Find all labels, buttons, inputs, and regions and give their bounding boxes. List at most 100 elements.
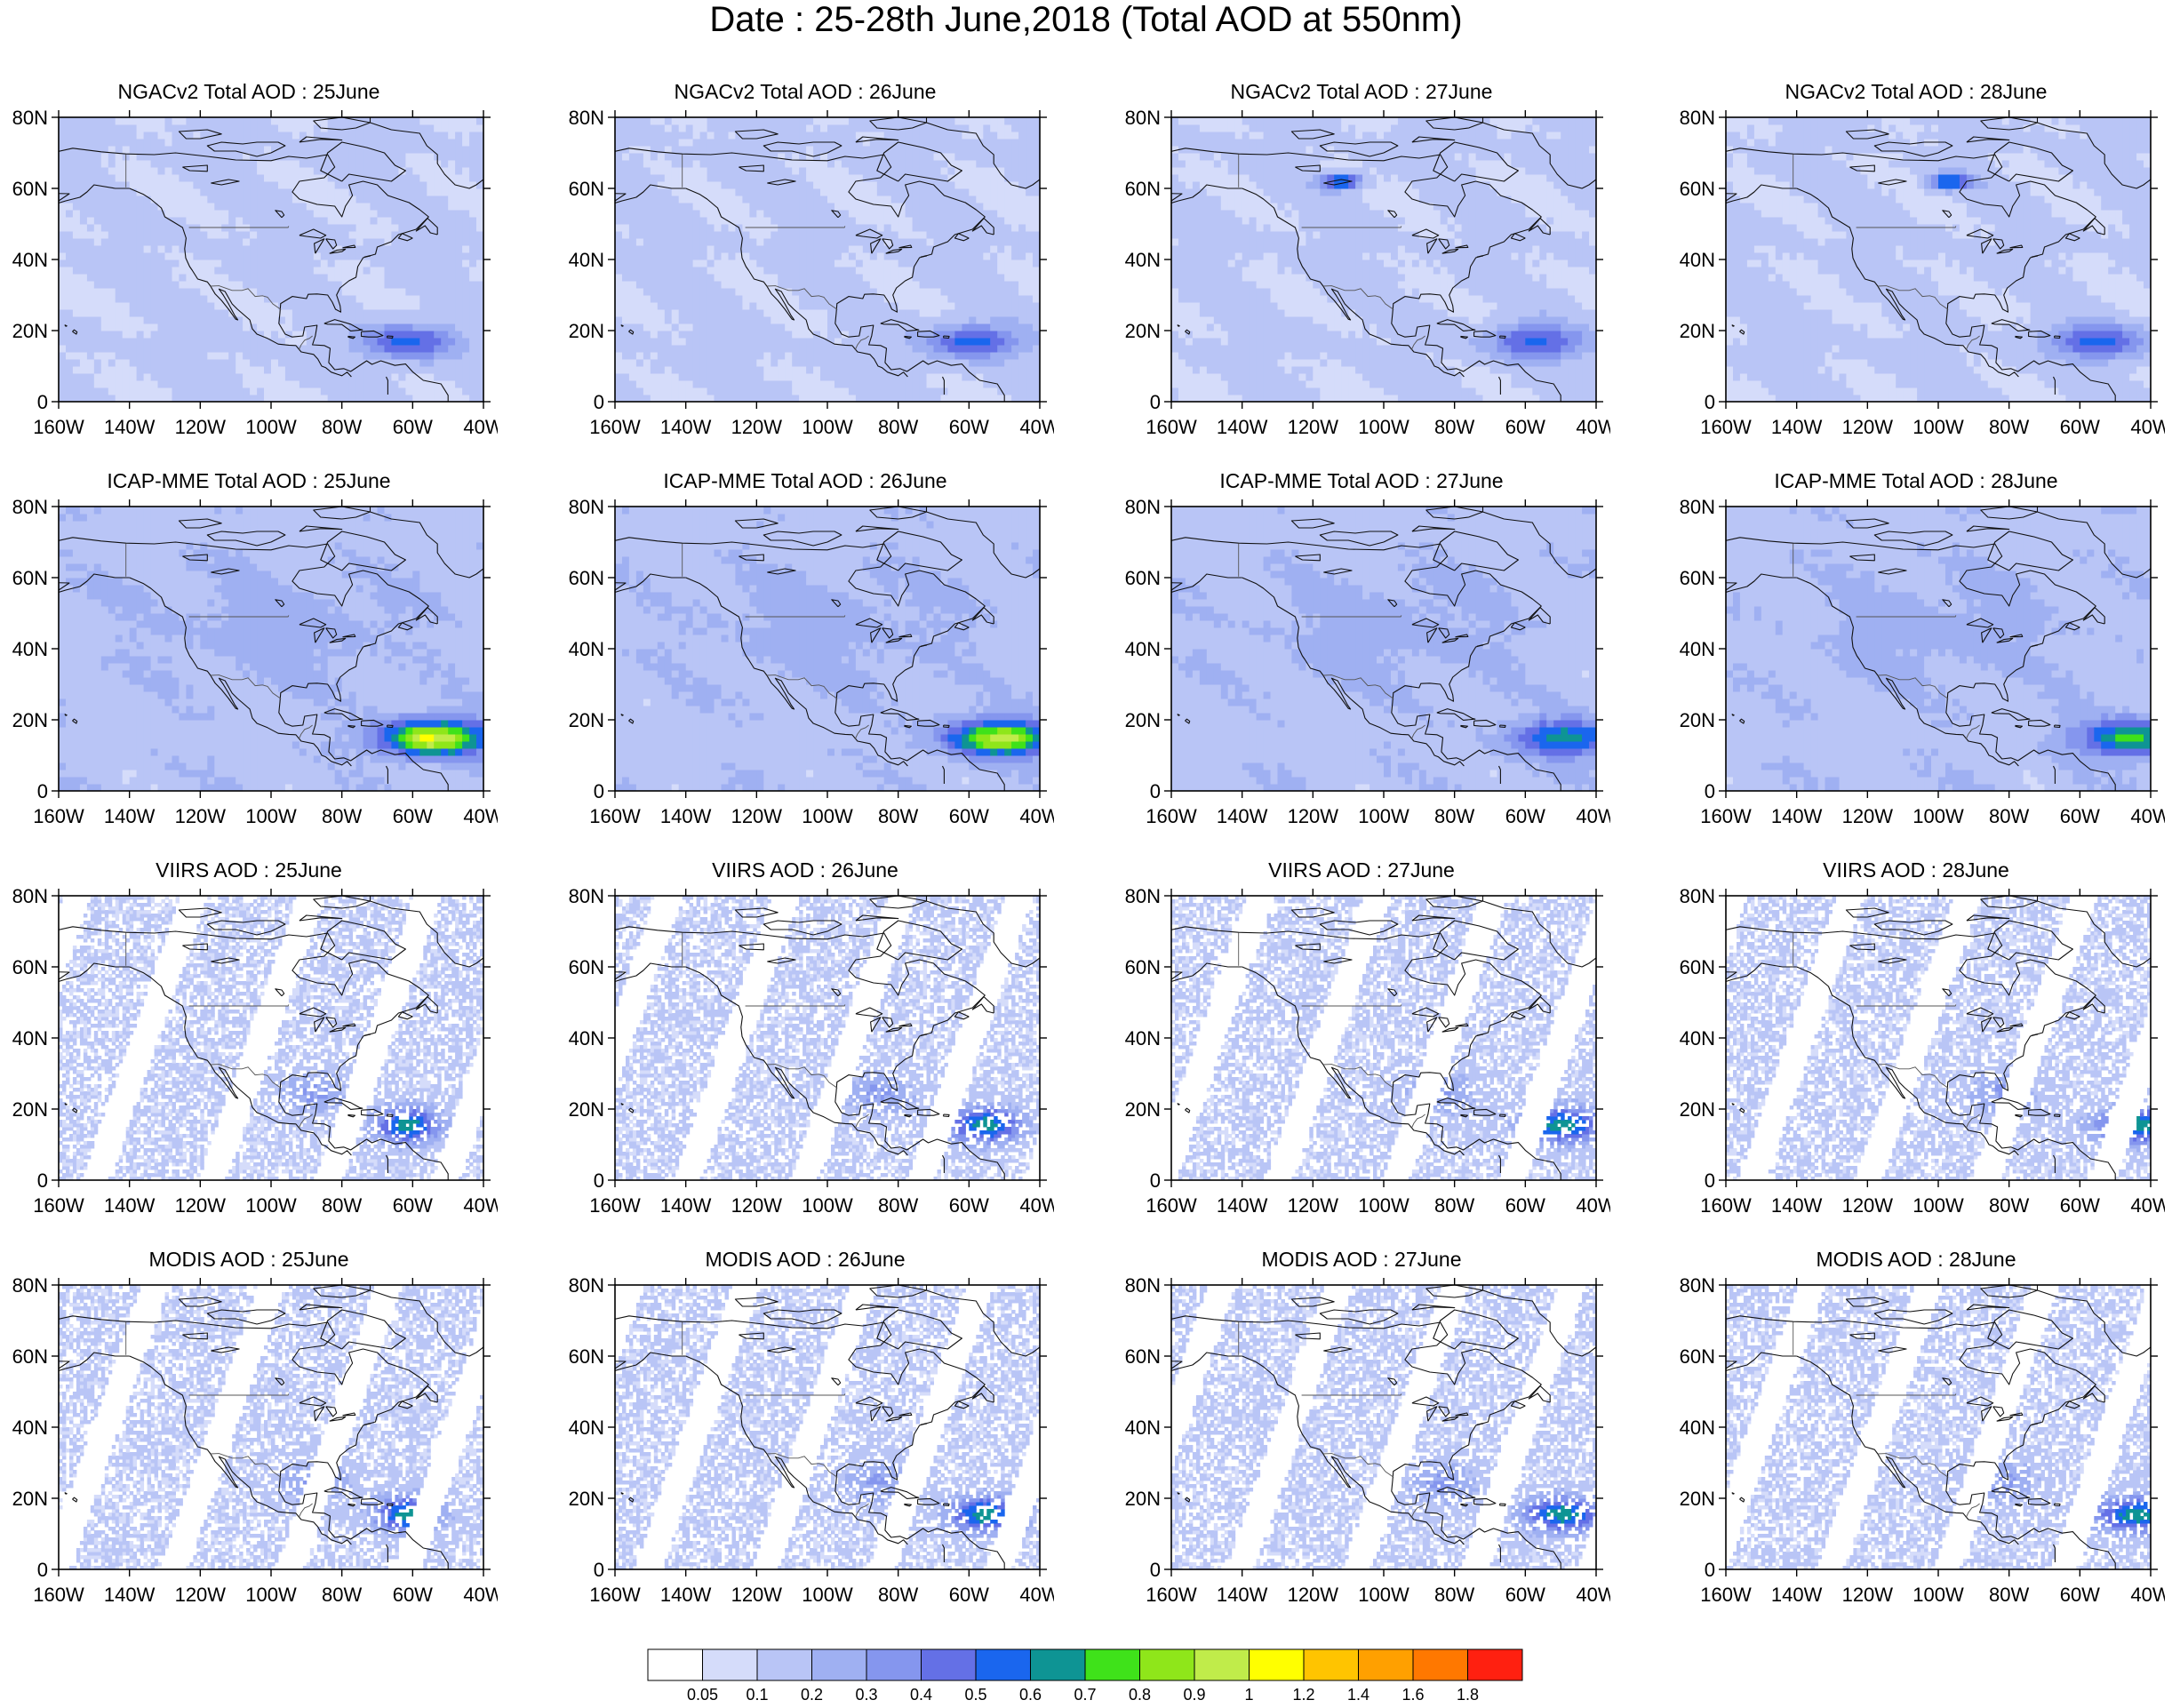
aod-cell xyxy=(742,316,749,324)
aod-cell xyxy=(462,196,469,204)
aod-cell xyxy=(321,217,328,225)
aod-cell xyxy=(462,338,469,346)
aod-cell xyxy=(419,316,427,324)
aod-cell xyxy=(307,267,314,275)
aod-cell xyxy=(221,132,228,140)
aod-cell xyxy=(898,217,906,225)
aod-cell xyxy=(137,181,144,189)
aod-cell xyxy=(278,366,285,374)
aod-cell xyxy=(172,387,180,395)
lon-label: 40W xyxy=(463,416,498,438)
aod-cell xyxy=(799,338,806,346)
aod-cell xyxy=(328,174,335,182)
aod-cell xyxy=(877,338,884,346)
aod-cell xyxy=(391,245,398,253)
aod-cell xyxy=(80,323,87,331)
aod-cell xyxy=(707,387,715,395)
aod-cell xyxy=(756,331,763,339)
aod-cell xyxy=(179,139,186,147)
aod-cell xyxy=(193,174,200,182)
aod-cell xyxy=(398,338,405,346)
aod-cell xyxy=(615,117,622,125)
aod-cell xyxy=(448,238,455,246)
aod-cell xyxy=(742,309,749,317)
aod-cell xyxy=(849,338,856,346)
aod-cell xyxy=(947,217,954,225)
aod-cell xyxy=(962,259,969,267)
aod-cell xyxy=(385,373,392,381)
aod-cell xyxy=(1011,309,1018,317)
aod-cell xyxy=(94,302,101,310)
aod-cell xyxy=(469,288,476,296)
aod-cell xyxy=(643,252,651,260)
aod-cell xyxy=(448,231,455,239)
aod-cell xyxy=(250,196,257,204)
aod-cell xyxy=(385,224,392,232)
aod-cell xyxy=(391,380,398,388)
aod-cell xyxy=(643,174,651,182)
aod-cell xyxy=(285,167,292,175)
aod-cell xyxy=(59,380,66,388)
aod-cell xyxy=(715,373,722,381)
aod-cell xyxy=(378,274,385,282)
aod-cell xyxy=(469,352,476,360)
aod-cell xyxy=(73,359,80,367)
aod-cell xyxy=(722,231,729,239)
aod-cell xyxy=(116,132,123,140)
aod-cell xyxy=(172,124,180,132)
aod-cell xyxy=(137,352,144,360)
aod-cell xyxy=(214,338,221,346)
aod-cell xyxy=(756,373,763,381)
aod-cell xyxy=(827,174,834,182)
aod-cell xyxy=(158,259,165,267)
aod-cell xyxy=(1033,316,1040,324)
aod-cell xyxy=(137,167,144,175)
aod-cell xyxy=(976,338,983,346)
aod-cell xyxy=(976,281,983,289)
aod-cell xyxy=(228,238,236,246)
aod-cell xyxy=(969,267,976,275)
aod-cell xyxy=(891,252,898,260)
aod-cell xyxy=(906,259,913,267)
aod-cell xyxy=(1018,139,1026,147)
aod-cell xyxy=(462,224,469,232)
aod-cell xyxy=(335,387,342,395)
aod-cell xyxy=(87,288,94,296)
aod-cell xyxy=(913,188,920,196)
aod-cell xyxy=(686,380,693,388)
aod-cell xyxy=(151,345,158,353)
aod-cell xyxy=(419,153,427,161)
aod-cell xyxy=(983,139,990,147)
aod-cell xyxy=(636,245,643,253)
aod-cell xyxy=(186,302,193,310)
aod-cell xyxy=(356,167,363,175)
aod-cell xyxy=(476,380,483,388)
aod-cell xyxy=(172,167,180,175)
aod-cell xyxy=(920,387,927,395)
aod-cell xyxy=(356,295,363,303)
aod-cell xyxy=(264,231,271,239)
aod-cell xyxy=(665,210,672,218)
aod-cell xyxy=(700,132,707,140)
aod-cell xyxy=(307,203,314,211)
aod-cell xyxy=(434,181,441,189)
aod-cell xyxy=(371,231,378,239)
aod-cell xyxy=(700,238,707,246)
aod-cell xyxy=(101,160,108,168)
aod-cell xyxy=(863,316,870,324)
aod-cell xyxy=(742,274,749,282)
aod-cell xyxy=(707,132,715,140)
aod-cell xyxy=(130,146,137,154)
aod-cell xyxy=(87,267,94,275)
aod-cell xyxy=(101,302,108,310)
aod-cell xyxy=(715,359,722,367)
aod-cell xyxy=(615,345,622,353)
aod-cell xyxy=(629,281,636,289)
aod-cell xyxy=(236,288,243,296)
aod-cell xyxy=(179,217,186,225)
aod-cell xyxy=(151,309,158,317)
aod-cell xyxy=(771,309,778,317)
aod-cell xyxy=(842,160,849,168)
aod-cell xyxy=(629,188,636,196)
aod-cell xyxy=(371,252,378,260)
